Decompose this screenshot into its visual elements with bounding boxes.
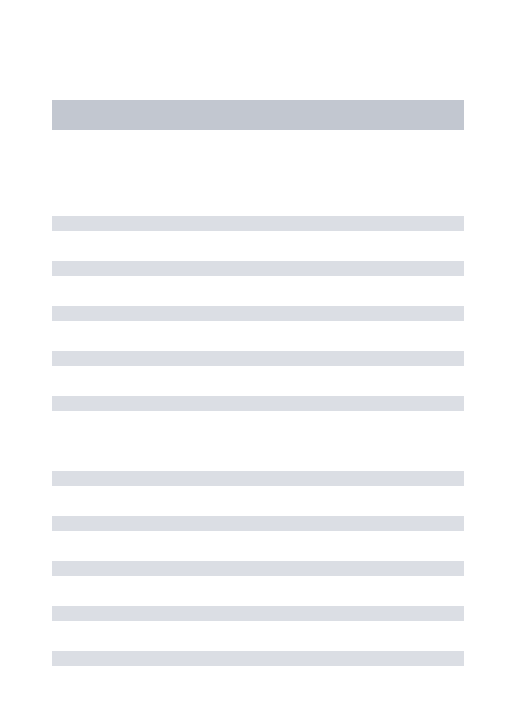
paragraph-gap (52, 441, 464, 471)
text-line-placeholder (52, 306, 464, 321)
title-placeholder (52, 100, 464, 130)
text-line-placeholder (52, 396, 464, 411)
text-line-placeholder (52, 471, 464, 486)
text-line-placeholder (52, 561, 464, 576)
text-line-placeholder (52, 261, 464, 276)
text-line-placeholder (52, 606, 464, 621)
text-line-placeholder (52, 516, 464, 531)
text-line-placeholder (52, 351, 464, 366)
text-line-placeholder (52, 651, 464, 666)
text-line-placeholder (52, 216, 464, 231)
skeleton-document (0, 0, 516, 666)
